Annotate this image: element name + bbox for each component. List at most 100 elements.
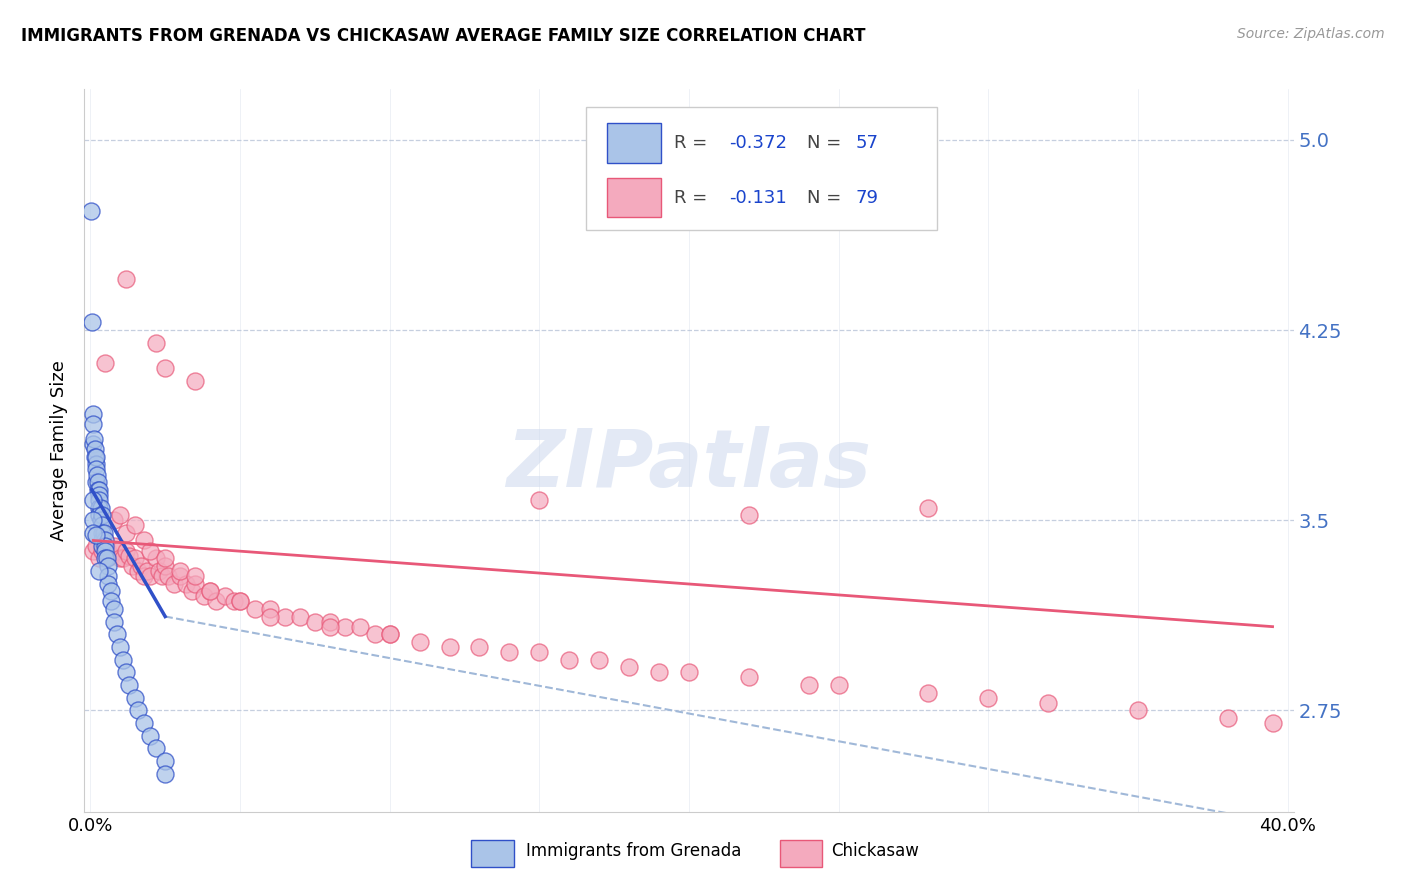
Point [349,620,371,634]
Point [115,272,138,286]
Point [127,703,149,717]
Point [136,564,159,578]
Point [184,576,207,591]
Point [91,518,114,533]
Point [153,558,176,573]
Point [89,488,111,502]
Text: IMMIGRANTS FROM GRENADA VS CHICKASAW AVERAGE FAMILY SIZE CORRELATION CHART: IMMIGRANTS FROM GRENADA VS CHICKASAW AVE… [21,27,866,45]
Point [103,615,125,629]
Point [103,602,125,616]
Point [82,417,104,431]
Point [124,518,146,533]
Point [148,564,170,578]
FancyBboxPatch shape [586,107,936,230]
Point [103,513,125,527]
Point [163,576,186,591]
Point [83,432,105,446]
Point [89,508,111,522]
Point [115,525,138,540]
Text: Source: ZipAtlas.com: Source: ZipAtlas.com [1237,27,1385,41]
Point [738,670,761,684]
Point [82,492,104,507]
Text: -0.372: -0.372 [728,134,787,153]
Point [87,475,110,490]
Point [498,645,520,659]
Point [274,609,297,624]
Text: -0.131: -0.131 [728,188,786,207]
Point [94,533,117,548]
Point [86,467,108,482]
Point [105,543,128,558]
Point [738,508,761,522]
Point [648,665,671,680]
Point [139,543,162,558]
Point [439,640,461,654]
Point [110,508,132,522]
Point [214,589,236,603]
Point [91,508,114,522]
Text: N =: N = [807,188,848,207]
Point [121,558,143,573]
Point [97,543,120,558]
Point [112,652,135,666]
Point [198,584,221,599]
Point [115,543,138,558]
Point [169,569,191,583]
Point [105,627,128,641]
Point [86,450,108,464]
Point [110,551,132,566]
Text: ZIPatlas: ZIPatlas [506,425,872,504]
Text: Immigrants from Grenada: Immigrants from Grenada [526,842,741,861]
Point [558,652,581,666]
Point [1036,696,1059,710]
Point [90,500,112,515]
FancyBboxPatch shape [471,840,513,867]
Point [205,594,228,608]
Point [83,450,105,464]
Point [100,549,122,563]
Point [91,533,114,548]
Text: R =: R = [675,134,713,153]
Point [100,584,122,599]
Point [124,551,146,566]
Point [408,635,430,649]
Point [917,500,939,515]
Point [243,602,266,616]
Point [145,335,167,350]
Point [304,615,326,629]
Text: R =: R = [675,188,720,207]
Point [134,533,156,548]
Y-axis label: Average Family Size: Average Family Size [51,360,69,541]
Point [468,640,491,654]
Point [588,652,610,666]
Point [319,620,342,634]
Point [86,462,108,476]
Point [83,442,105,457]
Point [333,620,356,634]
Point [827,678,849,692]
Point [115,665,138,680]
Point [319,615,342,629]
Point [86,528,108,542]
Point [181,584,204,599]
Point [917,685,939,699]
Point [153,766,176,780]
Point [678,665,700,680]
Point [110,640,132,654]
Point [139,569,162,583]
Point [82,513,104,527]
Point [112,551,135,566]
Point [93,525,115,540]
Point [124,690,146,705]
Point [259,602,281,616]
Point [89,564,111,578]
Point [150,569,173,583]
Point [259,609,281,624]
Text: Chickasaw: Chickasaw [831,842,920,861]
Point [89,483,111,497]
Point [87,483,110,497]
FancyBboxPatch shape [607,123,661,163]
Point [129,558,152,573]
Point [378,627,401,641]
Point [97,576,120,591]
